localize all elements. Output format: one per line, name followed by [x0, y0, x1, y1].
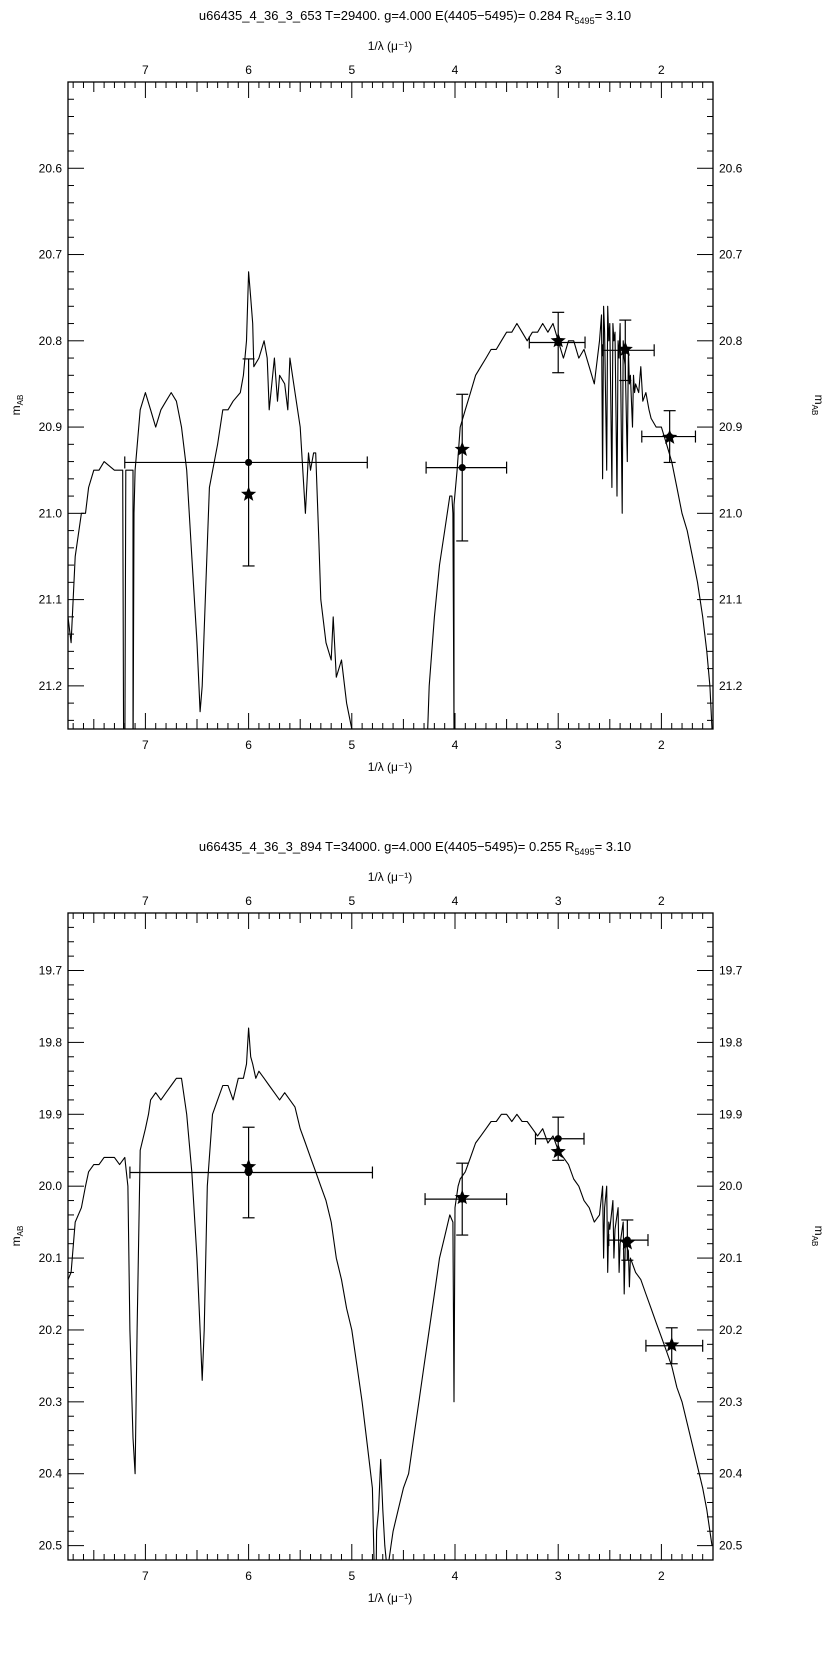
y-tick-label-right: 19.8 — [719, 1035, 743, 1049]
chart-title: u66435_4_36_3_894 T=34000. g=4.000 E(440… — [199, 839, 631, 857]
y-tick-label-right: 20.3 — [719, 1395, 743, 1409]
y-tick-label: 19.7 — [39, 964, 63, 978]
x-tick-label: 5 — [348, 738, 355, 752]
top-axis-label: 1/λ (μ⁻¹) — [368, 39, 413, 53]
observed-point — [534, 1116, 585, 1161]
x-tick-label: 2 — [658, 738, 665, 752]
synthetic-star-marker — [664, 1337, 680, 1352]
observed-circle-marker — [554, 1135, 562, 1143]
x-tick-label: 7 — [142, 1569, 149, 1583]
y-tick-label: 20.7 — [39, 248, 63, 262]
sed-chart: u66435_4_36_3_653 T=29400. g=4.000 E(440… — [9, 8, 826, 774]
synthetic-star-marker — [550, 1143, 566, 1159]
x-tick-label: 4 — [452, 738, 459, 752]
y-tick-label-right: 19.7 — [719, 964, 743, 978]
x-tick-label: 3 — [555, 1569, 562, 1583]
y-tick-label-right: 20.1 — [719, 1251, 743, 1265]
x-tick-label-top: 4 — [452, 63, 459, 77]
right-axis-label: mAB — [810, 1226, 826, 1247]
x-tick-label: 3 — [555, 738, 562, 752]
sed-panel-upper: u66435_4_36_3_653 T=29400. g=4.000 E(440… — [0, 0, 830, 830]
model-spectrum-line — [464, 1113, 713, 1546]
x-tick-label-top: 5 — [348, 63, 355, 77]
x-tick-label-top: 6 — [245, 894, 252, 908]
y-tick-label-right: 20.7 — [719, 248, 743, 262]
observed-point — [424, 1162, 508, 1236]
y-tick-label: 19.8 — [39, 1035, 63, 1049]
y-tick-label-right: 21.1 — [719, 593, 743, 607]
x-tick-label-top: 6 — [245, 63, 252, 77]
x-tick-label: 4 — [452, 1569, 459, 1583]
right-axis-label: mAB — [810, 395, 826, 416]
x-tick-label-top: 5 — [348, 894, 355, 908]
observed-point — [129, 1126, 374, 1219]
x-tick-label: 2 — [658, 1569, 665, 1583]
y-tick-label: 19.9 — [39, 1107, 63, 1121]
bottom-axis-label: 1/λ (μ⁻¹) — [368, 760, 413, 774]
model-spectrum-line — [68, 1027, 466, 1560]
y-tick-label: 20.3 — [39, 1395, 63, 1409]
y-tick-label-right: 20.0 — [719, 1179, 743, 1193]
observed-circle-marker — [245, 458, 253, 467]
x-tick-label-top: 3 — [555, 63, 562, 77]
x-tick-label-top: 7 — [142, 63, 149, 77]
y-tick-label-right: 21.0 — [719, 506, 743, 520]
sed-panel-lower: u66435_4_36_3_894 T=34000. g=4.000 E(440… — [0, 831, 830, 1661]
y-tick-label: 21.0 — [39, 506, 63, 520]
plot-frame — [67, 912, 714, 1561]
x-tick-label-top: 3 — [555, 894, 562, 908]
observed-circle-marker — [458, 464, 466, 472]
y-tick-label: 20.8 — [39, 334, 63, 348]
y-tick-label: 20.4 — [39, 1467, 63, 1481]
chart-title: u66435_4_36_3_653 T=29400. g=4.000 E(440… — [199, 8, 631, 26]
model-spectrum-line — [427, 305, 713, 729]
model-spectrum-line — [68, 271, 353, 729]
y-tick-label: 20.5 — [39, 1539, 63, 1553]
y-tick-label: 20.6 — [39, 161, 63, 175]
observed-point — [124, 358, 368, 567]
synthetic-star-marker — [454, 1189, 470, 1205]
synthetic-star-marker — [662, 429, 678, 444]
synthetic-star-marker — [617, 341, 633, 356]
sed-chart: u66435_4_36_3_894 T=34000. g=4.000 E(440… — [9, 839, 826, 1605]
y-tick-label-right: 20.8 — [719, 334, 743, 348]
x-tick-label: 7 — [142, 738, 149, 752]
y-tick-label-right: 20.6 — [719, 161, 743, 175]
synthetic-star-marker — [550, 332, 566, 348]
x-tick-label: 5 — [348, 1569, 355, 1583]
left-axis-label: mAB — [9, 395, 25, 416]
y-tick-label-right: 20.5 — [719, 1539, 743, 1553]
x-tick-label-top: 2 — [658, 63, 665, 77]
x-tick-label: 6 — [245, 1569, 252, 1583]
y-tick-label-right: 20.4 — [719, 1467, 743, 1481]
observed-point — [425, 393, 508, 542]
y-tick-label-right: 20.2 — [719, 1323, 743, 1337]
y-tick-label: 21.1 — [39, 593, 63, 607]
x-tick-label: 6 — [245, 738, 252, 752]
y-tick-label: 21.2 — [39, 679, 63, 693]
y-tick-label: 20.9 — [39, 420, 63, 434]
y-tick-label-right: 21.2 — [719, 679, 743, 693]
y-tick-label-right: 20.9 — [719, 420, 743, 434]
x-tick-label-top: 7 — [142, 894, 149, 908]
y-tick-label: 20.0 — [39, 1179, 63, 1193]
y-tick-label-right: 19.9 — [719, 1107, 743, 1121]
top-axis-label: 1/λ (μ⁻¹) — [368, 870, 413, 884]
synthetic-star-marker — [240, 1158, 257, 1174]
y-tick-label: 20.2 — [39, 1323, 63, 1337]
synthetic-star-marker — [240, 486, 257, 501]
left-axis-label: mAB — [9, 1226, 25, 1247]
synthetic-star-marker — [619, 1234, 635, 1250]
x-tick-label-top: 4 — [452, 894, 459, 908]
y-tick-label: 20.1 — [39, 1251, 63, 1265]
bottom-axis-label: 1/λ (μ⁻¹) — [368, 1591, 413, 1605]
x-tick-label-top: 2 — [658, 894, 665, 908]
plot-frame — [67, 81, 714, 730]
synthetic-star-marker — [454, 441, 470, 456]
